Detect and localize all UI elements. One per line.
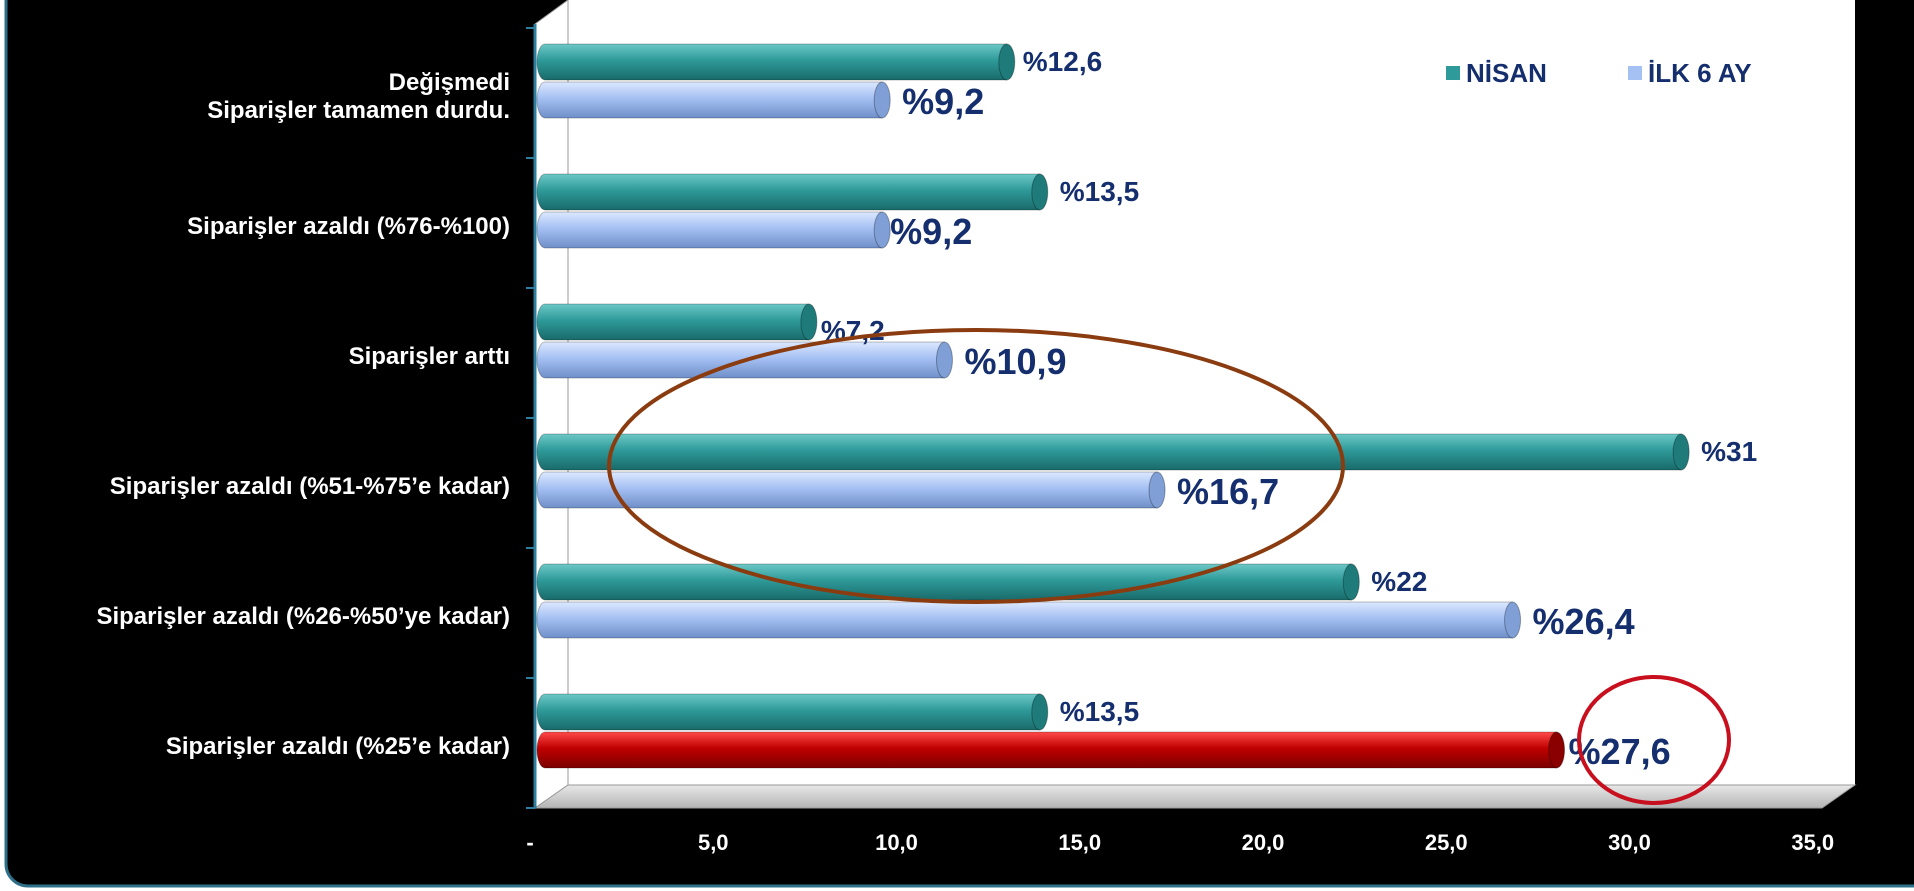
category-label: Siparişler azaldı (%25’e kadar) — [166, 733, 510, 760]
bar-body — [536, 43, 1008, 81]
data-label: %9,2 — [890, 211, 972, 252]
bar-body — [536, 303, 810, 341]
category-label: Değişmedi — [389, 69, 510, 96]
legend-swatch-ilk6ay — [1628, 66, 1642, 80]
bar-nisan — [536, 303, 818, 341]
bar-nisan — [536, 563, 1360, 601]
bar-nisan — [536, 43, 1016, 81]
bar-cap — [1672, 433, 1690, 471]
x-tick-label: 20,0 — [1242, 830, 1285, 855]
legend-swatch-nisan — [1446, 66, 1460, 80]
data-label: %13,5 — [1060, 176, 1139, 207]
bar-nisan — [536, 693, 1049, 731]
bar-cap — [800, 303, 818, 341]
category-label: Siparişler azaldı (%76-%100) — [187, 213, 510, 240]
plot-floor — [533, 784, 1857, 809]
x-tick-label: 30,0 — [1608, 830, 1651, 855]
x-tick-label: 15,0 — [1058, 830, 1101, 855]
legend-label-ilk6ay: İLK 6 AY — [1648, 58, 1752, 88]
bar-nisan — [536, 173, 1049, 211]
bar-ilk6ay — [536, 471, 1166, 509]
data-label: %9,2 — [902, 81, 984, 122]
category-label: Siparişler azaldı (%51-%75’e kadar) — [110, 473, 510, 500]
bar-body — [536, 693, 1041, 731]
x-tick-label: 35,0 — [1791, 830, 1834, 855]
x-tick-label: - — [526, 830, 533, 855]
bar-body — [536, 471, 1158, 509]
bar-cap — [1148, 471, 1166, 509]
bar-cap — [1031, 173, 1049, 211]
x-tick-label: 5,0 — [698, 830, 729, 855]
x-tick-label: 25,0 — [1425, 830, 1468, 855]
bar-cap — [873, 211, 891, 249]
legend: NİSAN İLK 6 AY — [1446, 58, 1752, 88]
data-label: %10,9 — [964, 341, 1066, 382]
bar-body — [536, 731, 1558, 769]
highlight-ellipse — [607, 328, 1345, 604]
data-label: %26,4 — [1533, 601, 1635, 642]
data-label: %16,7 — [1177, 471, 1279, 512]
x-tick-label: 10,0 — [875, 830, 918, 855]
bar-nisan — [536, 433, 1690, 471]
bar-cap — [935, 341, 953, 379]
bar-body — [536, 81, 883, 119]
bar-ilk6ay — [536, 81, 891, 119]
bar-cap — [1504, 601, 1522, 639]
data-label: %22 — [1371, 566, 1427, 597]
data-label: %12,6 — [1023, 46, 1102, 77]
plot-left-wall — [534, 0, 569, 809]
bar-layer — [536, 43, 1690, 769]
category-label: Siparişler tamamen durdu. — [207, 97, 510, 124]
category-label: Siparişler arttı — [349, 343, 510, 370]
highlight-circle — [1577, 675, 1731, 805]
data-label: %31 — [1701, 436, 1757, 467]
legend-label-nisan: NİSAN — [1466, 58, 1547, 88]
bar-cap — [873, 81, 891, 119]
bar-cap — [1342, 563, 1360, 601]
bar-ilk6ay — [536, 211, 891, 249]
bar-body — [536, 211, 883, 249]
bar-body — [536, 173, 1041, 211]
bar-body — [536, 433, 1682, 471]
bar-body — [536, 601, 1514, 639]
bar-cap — [1031, 693, 1049, 731]
category-label: Siparişler azaldı (%26-%50’ye kadar) — [96, 603, 510, 630]
data-label: %13,5 — [1060, 696, 1139, 727]
axis-layer: - 5,0 10,0 15,0 20,0 25,0 30,0 35,0 — [526, 24, 1834, 855]
bar-body — [536, 563, 1352, 601]
bar-ilk6ay — [536, 731, 1566, 769]
bar-cap — [1548, 731, 1566, 769]
bar-ilk6ay — [536, 601, 1522, 639]
bar-cap — [998, 43, 1016, 81]
